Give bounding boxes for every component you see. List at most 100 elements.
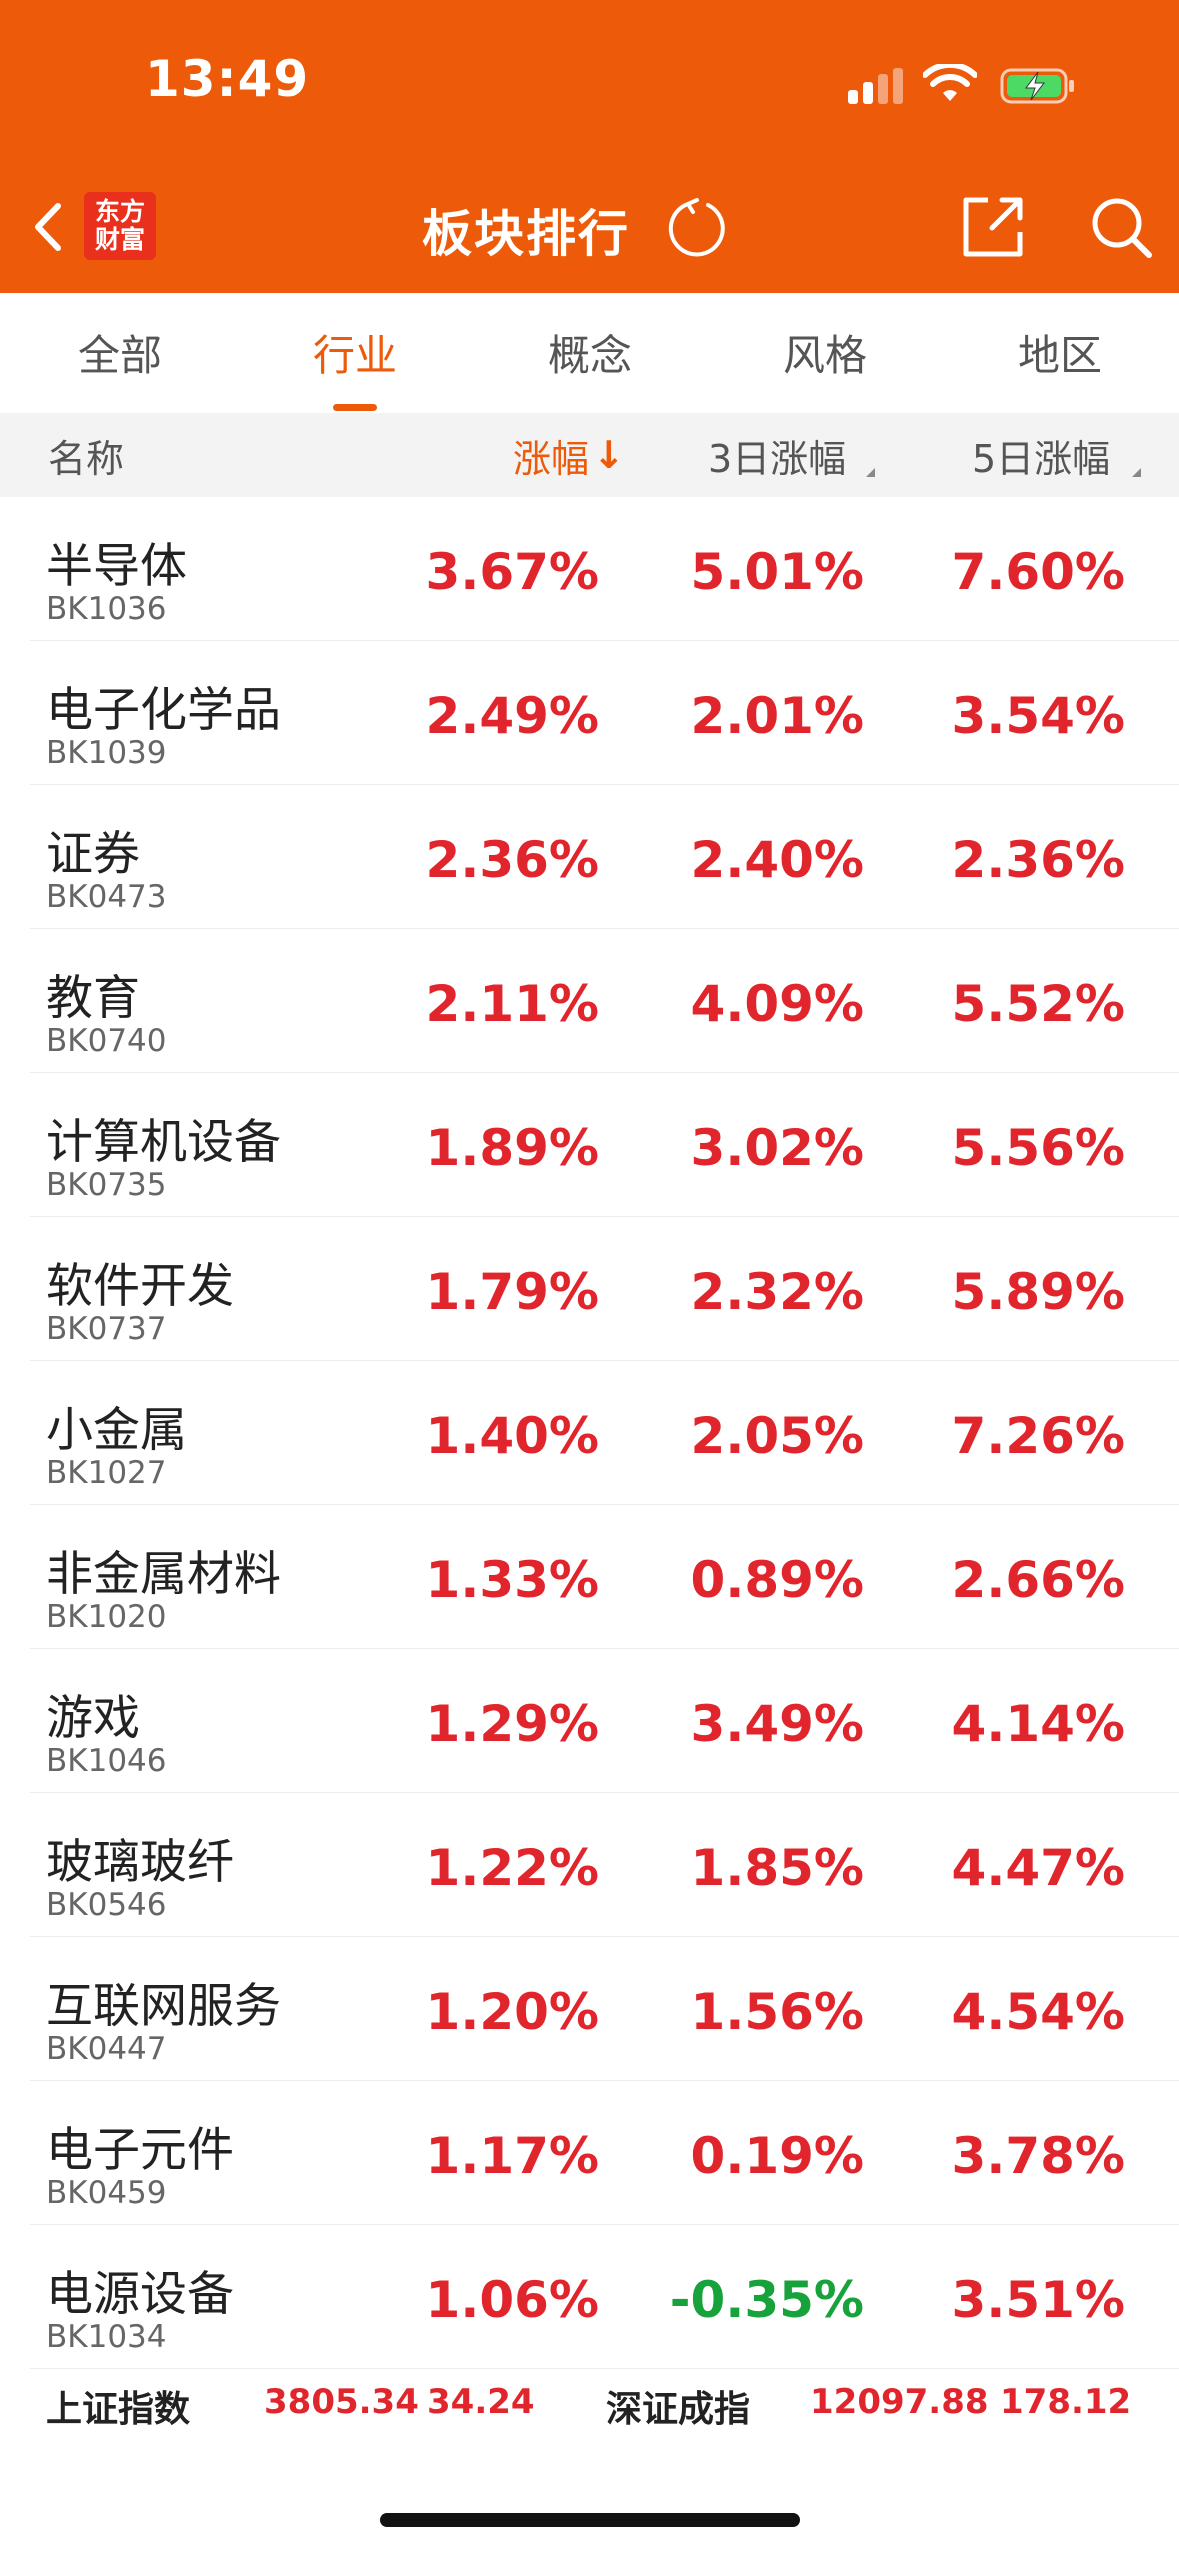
row-divider	[30, 2368, 1179, 2369]
refresh-icon[interactable]	[664, 196, 728, 260]
change-5d-value: 4.54%	[951, 1983, 1125, 2041]
table-row[interactable]: 软件开发 BK0737 1.79% 2.32% 5.89%	[0, 1217, 1179, 1361]
market-index-bar[interactable]: 上证指数 3805.34 34.24 深证成指 12097.88 178.12	[0, 2366, 1179, 2448]
change-value: 1.20%	[425, 1983, 599, 2041]
sector-name: 互联网服务	[46, 1979, 281, 2034]
share-icon[interactable]	[960, 194, 1026, 260]
change-3d-value: 2.32%	[690, 1263, 864, 1321]
tab-all[interactable]: 全部	[77, 330, 162, 380]
home-indicator[interactable]	[380, 2513, 800, 2527]
sort-indicator-icon	[1132, 468, 1141, 477]
change-3d-value: -0.35%	[669, 2271, 864, 2329]
sh-index-change: 34.24	[427, 2382, 535, 2422]
sh-index-label: 上证指数	[46, 2389, 191, 2430]
sector-name: 计算机设备	[46, 1115, 281, 1170]
change-3d-value: 0.89%	[690, 1551, 864, 1609]
change-3d-value: 3.49%	[690, 1695, 864, 1753]
change-5d-value: 3.54%	[951, 687, 1125, 745]
sz-index-change: 178.12	[1000, 2382, 1132, 2422]
sector-name: 教育	[46, 971, 140, 1026]
change-value: 3.67%	[425, 543, 599, 601]
sector-name: 软件开发	[46, 1259, 234, 1314]
sector-code: BK0546	[46, 1887, 167, 1923]
change-value: 1.33%	[425, 1551, 599, 1609]
sector-code: BK0740	[46, 1023, 167, 1059]
row-divider	[30, 1792, 1179, 1793]
table-row[interactable]: 计算机设备 BK0735 1.89% 3.02% 5.56%	[0, 1073, 1179, 1217]
table-row[interactable]: 非金属材料 BK1020 1.33% 0.89% 2.66%	[0, 1505, 1179, 1649]
column-change-5d[interactable]: 5日涨幅	[972, 413, 1179, 497]
column-change-label: 涨幅	[513, 436, 590, 481]
table-row[interactable]: 教育 BK0740 2.11% 4.09% 5.52%	[0, 929, 1179, 1073]
column-change-sort[interactable]: 涨幅 ↓	[513, 413, 625, 497]
table-row[interactable]: 小金属 BK1027 1.40% 2.05% 7.26%	[0, 1361, 1179, 1505]
table-row[interactable]: 玻璃玻纤 BK0546 1.22% 1.85% 4.47%	[0, 1793, 1179, 1937]
row-divider	[30, 928, 1179, 929]
change-value: 1.06%	[425, 2271, 599, 2329]
table-row[interactable]: 电源设备 BK1034 1.06% -0.35% 3.51%	[0, 2225, 1179, 2369]
active-tab-indicator	[333, 404, 377, 411]
row-divider	[30, 1360, 1179, 1361]
column-change-5d-label: 5日涨幅	[972, 436, 1111, 481]
sector-name: 小金属	[46, 1403, 187, 1458]
change-3d-value: 5.01%	[690, 543, 864, 601]
change-5d-value: 4.14%	[951, 1695, 1125, 1753]
change-5d-value: 5.52%	[951, 975, 1125, 1033]
table-row[interactable]: 半导体 BK1036 3.67% 5.01% 7.60%	[0, 497, 1179, 641]
change-3d-value: 3.02%	[690, 1119, 864, 1177]
sz-index-value: 12097.88	[810, 2382, 989, 2422]
sector-code: BK1027	[46, 1455, 167, 1491]
column-change-3d[interactable]: 3日涨幅	[708, 413, 846, 497]
tab-concept[interactable]: 概念	[547, 330, 632, 380]
change-value: 1.17%	[425, 2127, 599, 2185]
search-icon[interactable]	[1089, 195, 1153, 259]
sector-code: BK0737	[46, 1311, 167, 1347]
change-value: 1.29%	[425, 1695, 599, 1753]
sector-name: 游戏	[46, 1691, 140, 1746]
column-fade	[1120, 413, 1179, 497]
sz-index-label: 深证成指	[606, 2389, 751, 2430]
sector-code: BK1036	[46, 591, 167, 627]
row-divider	[30, 2080, 1179, 2081]
row-divider	[30, 784, 1179, 785]
sector-name: 电源设备	[46, 2267, 234, 2322]
change-3d-value: 1.56%	[690, 1983, 864, 2041]
change-5d-value: 2.66%	[951, 1551, 1125, 1609]
row-divider	[30, 1504, 1179, 1505]
sector-code: BK1046	[46, 1743, 167, 1779]
back-icon[interactable]	[28, 200, 68, 254]
wifi-icon	[923, 64, 977, 101]
signal-icon	[848, 68, 904, 104]
app-logo[interactable]: 东方 财富	[84, 192, 156, 260]
change-value: 2.11%	[425, 975, 599, 1033]
tab-industry[interactable]: 行业	[312, 330, 397, 380]
change-value: 1.89%	[425, 1119, 599, 1177]
sector-code: BK0459	[46, 2175, 167, 2211]
column-header: 名称 涨幅 ↓ 3日涨幅 5日涨幅	[0, 413, 1179, 497]
change-value: 2.49%	[425, 687, 599, 745]
sector-name: 玻璃玻纤	[46, 1835, 234, 1890]
table-row[interactable]: 证券 BK0473 2.36% 2.40% 2.36%	[0, 785, 1179, 929]
change-value: 1.22%	[425, 1839, 599, 1897]
table-row[interactable]: 游戏 BK1046 1.29% 3.49% 4.14%	[0, 1649, 1179, 1793]
sort-indicator-icon	[866, 468, 875, 477]
row-divider	[30, 1072, 1179, 1073]
change-3d-value: 1.85%	[690, 1839, 864, 1897]
logo-text-line1: 东方	[94, 197, 145, 226]
page-title: 板块排行	[422, 205, 630, 263]
status-time: 13:49	[145, 50, 310, 108]
tab-style[interactable]: 风格	[782, 330, 867, 380]
table-row[interactable]: 电子化学品 BK1039 2.49% 2.01% 3.54%	[0, 641, 1179, 785]
sector-code: BK0473	[46, 879, 167, 915]
change-5d-value: 7.60%	[951, 543, 1125, 601]
table-row[interactable]: 电子元件 BK0459 1.17% 0.19% 3.78%	[0, 2081, 1179, 2225]
table-row[interactable]: 互联网服务 BK0447 1.20% 1.56% 4.54%	[0, 1937, 1179, 2081]
change-3d-value: 2.05%	[690, 1407, 864, 1465]
sector-name: 电子化学品	[46, 683, 281, 738]
sector-code: BK1034	[46, 2319, 167, 2355]
sh-index-value: 3805.34	[264, 2382, 419, 2422]
row-divider	[30, 1936, 1179, 1937]
sector-name: 证券	[46, 827, 140, 882]
tab-region[interactable]: 地区	[1017, 330, 1102, 380]
logo-text-line2: 财富	[94, 225, 145, 254]
